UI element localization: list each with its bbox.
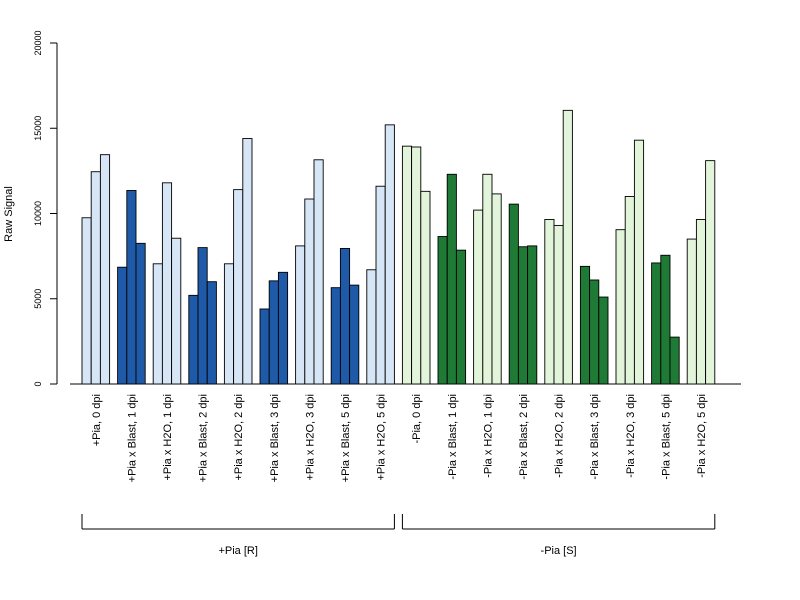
bar bbox=[366, 269, 377, 385]
bar bbox=[553, 224, 564, 385]
bar bbox=[401, 145, 413, 385]
y-axis: 0 5000 10000 15000 20000 bbox=[33, 30, 58, 387]
bar bbox=[242, 138, 253, 385]
bar bbox=[705, 160, 716, 385]
bar bbox=[135, 242, 146, 385]
bar bbox=[117, 266, 128, 385]
bars-layer bbox=[81, 109, 716, 385]
bar bbox=[473, 209, 484, 385]
bar bbox=[579, 265, 591, 385]
x-category-label: -Pia x Blast, 1 dpi bbox=[447, 394, 459, 480]
y-tick-label: 20000 bbox=[33, 30, 43, 55]
bar bbox=[152, 263, 163, 385]
bar bbox=[161, 182, 173, 385]
bar bbox=[527, 245, 538, 385]
bar bbox=[206, 281, 217, 385]
bar bbox=[375, 185, 386, 385]
bar bbox=[277, 271, 289, 385]
bar bbox=[589, 279, 600, 385]
bar bbox=[669, 336, 680, 385]
bar bbox=[126, 190, 137, 385]
bar bbox=[446, 173, 457, 385]
bar bbox=[624, 195, 635, 385]
bar bbox=[304, 198, 315, 385]
x-category-label: -Pia x H2O, 1 dpi bbox=[482, 394, 494, 478]
bar bbox=[330, 287, 341, 385]
bar bbox=[517, 246, 529, 385]
bar bbox=[99, 154, 111, 385]
x-category-label: +Pia x H2O, 5 dpi bbox=[376, 394, 388, 481]
y-axis-title: Raw Signal bbox=[3, 186, 15, 242]
bar bbox=[420, 190, 431, 385]
bar bbox=[188, 294, 199, 385]
bar bbox=[508, 203, 519, 385]
category-labels: +Pia, 0 dpi +Pia x Blast, 1 dpi +Pia x H2O… bbox=[91, 394, 708, 482]
bar bbox=[695, 219, 707, 385]
bar bbox=[651, 262, 662, 385]
x-category-label: -Pia x H2O, 2 dpi bbox=[554, 394, 566, 478]
bar bbox=[455, 249, 467, 385]
y-tick-label: 10000 bbox=[33, 201, 43, 226]
bar bbox=[482, 173, 493, 385]
x-category-label: +Pia x H2O, 1 dpi bbox=[162, 394, 174, 481]
x-category-label: +Pia x H2O, 2 dpi bbox=[233, 394, 245, 481]
bar bbox=[90, 171, 101, 385]
bar bbox=[598, 296, 609, 385]
bar bbox=[223, 263, 235, 385]
bar bbox=[268, 280, 279, 385]
x-category-label: +Pia x Blast, 3 dpi bbox=[269, 394, 281, 482]
bar bbox=[544, 219, 555, 385]
bar bbox=[660, 254, 671, 385]
y-tick-label: 0 bbox=[33, 381, 43, 386]
x-category-label: -Pia x H2O, 3 dpi bbox=[625, 394, 637, 478]
bar bbox=[313, 159, 324, 385]
bar bbox=[562, 109, 573, 385]
x-category-label: +Pia x Blast, 2 dpi bbox=[198, 394, 210, 482]
group-brackets: +Pia [R] -Pia [S] bbox=[81, 514, 716, 557]
x-category-label: +Pia x Blast, 1 dpi bbox=[126, 394, 138, 482]
bar bbox=[233, 189, 244, 385]
group-label: -Pia [S] bbox=[541, 545, 577, 557]
x-category-label: +Pia x H2O, 3 dpi bbox=[304, 394, 316, 481]
bar bbox=[384, 124, 395, 385]
x-category-label: -Pia x Blast, 5 dpi bbox=[660, 394, 672, 480]
bar bbox=[339, 248, 351, 385]
bar bbox=[81, 217, 92, 385]
x-category-label: +Pia, 0 dpi bbox=[91, 394, 103, 446]
x-category-label: -Pia x Blast, 2 dpi bbox=[518, 394, 530, 480]
bar bbox=[686, 238, 697, 385]
x-category-label: -Pia x Blast, 3 dpi bbox=[589, 394, 601, 480]
bar bbox=[349, 284, 360, 385]
bar bbox=[437, 236, 448, 385]
bar bbox=[615, 229, 626, 385]
group-label: +Pia [R] bbox=[218, 545, 257, 557]
bar bbox=[197, 247, 208, 385]
x-category-label: -Pia, 0 dpi bbox=[411, 394, 423, 444]
y-tick-label: 5000 bbox=[33, 289, 43, 309]
bar bbox=[411, 146, 422, 385]
x-category-label: -Pia x H2O, 5 dpi bbox=[696, 394, 708, 478]
bar bbox=[491, 193, 502, 385]
bar bbox=[295, 245, 306, 385]
x-category-label: +Pia x Blast, 5 dpi bbox=[340, 394, 352, 482]
bar bbox=[633, 139, 645, 385]
y-tick-label: 15000 bbox=[33, 116, 43, 141]
bar bbox=[259, 308, 270, 385]
bar bbox=[171, 237, 182, 385]
